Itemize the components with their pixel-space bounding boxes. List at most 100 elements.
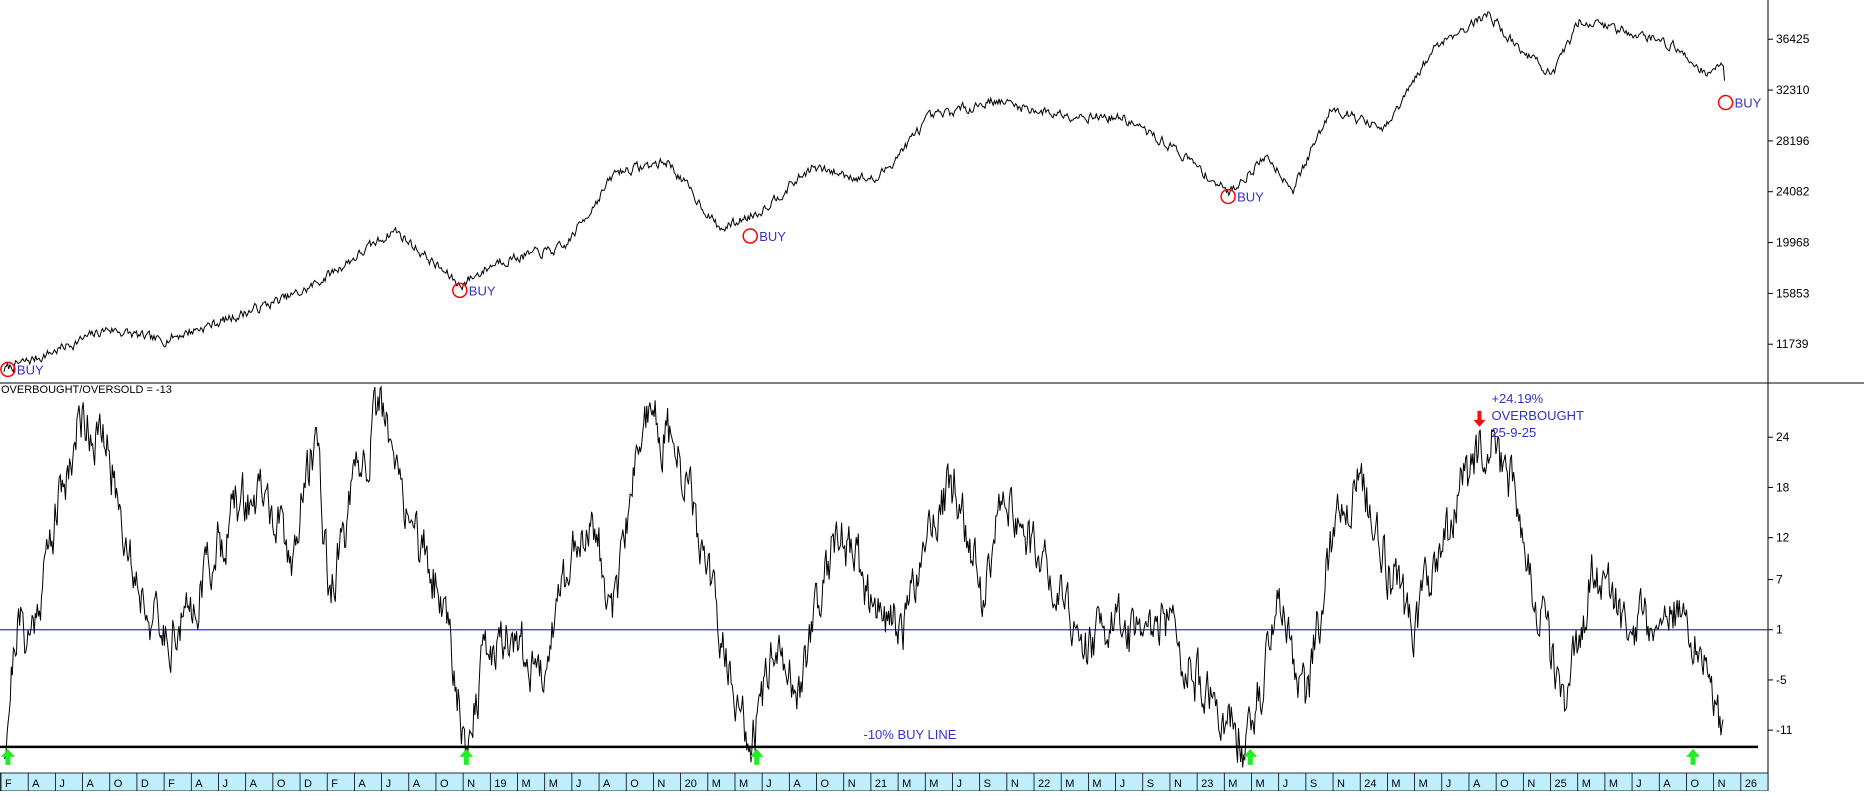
x-axis-label: F	[5, 778, 12, 790]
x-axis-label: 25	[1555, 778, 1567, 790]
buy-signal-label: BUY	[17, 362, 44, 377]
x-axis-label: A	[32, 778, 40, 790]
x-axis-label: A	[358, 778, 366, 790]
x-axis-label: J	[59, 778, 65, 790]
price-y-tick-label: 28196	[1776, 134, 1810, 148]
x-axis-label: D	[141, 778, 149, 790]
buy-up-arrow	[1686, 748, 1701, 765]
buy-up-arrow	[0, 748, 15, 765]
overbought-annotation-line: +24.19%	[1491, 391, 1543, 406]
x-axis-label: M	[549, 778, 558, 790]
x-axis-label: A	[250, 778, 258, 790]
buy-signal-label: BUY	[759, 229, 786, 244]
x-axis-label: J	[1636, 778, 1642, 790]
x-axis-label: N	[1011, 778, 1019, 790]
x-axis-label: A	[603, 778, 611, 790]
x-axis-label: A	[1663, 778, 1671, 790]
x-axis-label: O	[114, 778, 123, 790]
x-axis-label: O	[630, 778, 639, 790]
x-axis-label: A	[87, 778, 95, 790]
x-axis-label: J	[386, 778, 392, 790]
x-axis-label: N	[1527, 778, 1535, 790]
x-axis-label: J	[1283, 778, 1289, 790]
buy-signal-label: BUY	[469, 283, 496, 298]
x-axis-label: 21	[875, 778, 887, 790]
price-y-tick-label: 32310	[1776, 83, 1810, 97]
x-axis-label: 24	[1364, 778, 1376, 790]
x-axis-label: 23	[1201, 778, 1213, 790]
overbought-annotation-line: 25-9-25	[1491, 425, 1536, 440]
x-axis-label: N	[1337, 778, 1345, 790]
buy-signal-circle	[1220, 188, 1236, 205]
x-axis-label: N	[848, 778, 856, 790]
x-axis-label: M	[929, 778, 938, 790]
x-axis-label: M	[1255, 778, 1264, 790]
x-axis-label: J	[766, 778, 772, 790]
oscillator-caption: OVERBOUGHT/OVERSOLD = -13	[1, 384, 172, 396]
overbought-annotation-line: OVERBOUGHT	[1491, 408, 1584, 423]
x-axis-label: N	[657, 778, 665, 790]
x-axis-label: O	[440, 778, 449, 790]
oscillator-title: OVERBOUGHT/OVERSOLD	[1, 384, 144, 396]
osc-y-tick-label: -11	[1776, 723, 1793, 737]
buy-line-label: -10% BUY LINE	[863, 727, 956, 742]
x-axis-label: M	[712, 778, 721, 790]
x-axis-label: J	[222, 778, 228, 790]
x-axis-label: 20	[685, 778, 697, 790]
x-axis-label: 26	[1745, 778, 1757, 790]
x-axis-label: A	[413, 778, 421, 790]
buy-up-arrow	[459, 748, 474, 765]
x-axis-label: N	[467, 778, 475, 790]
price-series-line	[3, 11, 1725, 374]
osc-y-tick-label: 1	[1776, 623, 1783, 637]
x-axis-label: O	[1690, 778, 1699, 790]
x-axis-label: M	[522, 778, 531, 790]
x-axis-label: A	[195, 778, 203, 790]
x-axis-label: M	[902, 778, 911, 790]
oscillator-current-value: -13	[155, 384, 172, 396]
price-y-tick-label: 11739	[1776, 337, 1809, 351]
x-axis-label: M	[1391, 778, 1400, 790]
x-axis-label: M	[1582, 778, 1591, 790]
buy-signal-circle	[1717, 94, 1734, 111]
x-axis-band: F A J A O D F A J A O D F A J A O N 19 M M J A O N 20 M M J A O N 21 M M J S…	[0, 772, 1769, 792]
buy-signal-circle	[452, 282, 468, 299]
x-axis-label: J	[1120, 778, 1126, 790]
x-axis-label: M	[1609, 778, 1618, 790]
x-axis-label: J	[1446, 778, 1452, 790]
x-axis-label: N	[1718, 778, 1726, 790]
x-axis-label: N	[1174, 778, 1182, 790]
osc-y-tick-label: 12	[1776, 531, 1790, 545]
x-axis-label: 19	[494, 778, 506, 790]
x-axis-label: A	[1473, 778, 1481, 790]
osc-y-tick-label: 7	[1776, 573, 1783, 587]
buy-up-arrow	[1243, 748, 1258, 765]
overbought-down-arrow	[1473, 410, 1486, 427]
oscillator-panel: 24 18 12 7 1 -5 -11 -10% BUY LINE +24.19% OVERBOU…	[0, 385, 1793, 768]
x-axis-label: D	[304, 778, 312, 790]
price-y-tick-label: 19968	[1776, 236, 1810, 250]
oscillator-series-line	[3, 385, 1724, 768]
x-axis-label: O	[277, 778, 286, 790]
osc-y-tick-label: -5	[1776, 673, 1787, 687]
x-axis-label: M	[1419, 778, 1428, 790]
x-axis-label: F	[331, 778, 338, 790]
price-y-tick-label: 15853	[1776, 286, 1810, 300]
x-axis-label: O	[821, 778, 830, 790]
price-y-tick-label: 36425	[1776, 32, 1810, 46]
osc-y-tick-label: 24	[1776, 430, 1790, 444]
x-axis-label: O	[1500, 778, 1509, 790]
x-axis-label: J	[956, 778, 962, 790]
buy-signal-circle	[0, 361, 16, 378]
price-y-tick-label: 24082	[1776, 185, 1810, 199]
x-axis-label: S	[1147, 778, 1154, 790]
x-axis-label: S	[984, 778, 991, 790]
x-axis-label: M	[1092, 778, 1101, 790]
x-axis-label: F	[168, 778, 175, 790]
buy-signal-label: BUY	[1735, 96, 1762, 111]
osc-y-tick-label: 18	[1776, 480, 1790, 494]
x-axis-label: J	[576, 778, 582, 790]
